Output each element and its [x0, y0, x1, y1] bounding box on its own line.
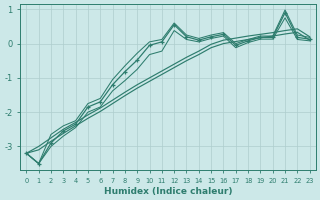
X-axis label: Humidex (Indice chaleur): Humidex (Indice chaleur) [104, 187, 232, 196]
